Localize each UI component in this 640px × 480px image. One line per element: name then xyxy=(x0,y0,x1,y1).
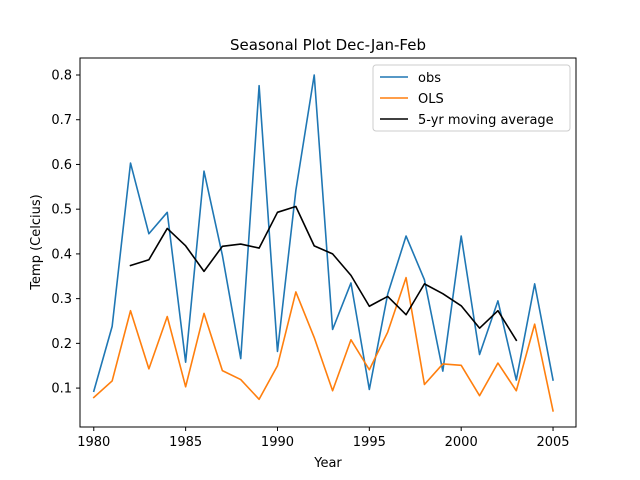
axis-ticks: 1980 1985 1990 1995 2000 2005 0.1 0.2 0.3 0.4 0.5 0… xyxy=(51,68,569,450)
y-tick-label: 0.8 xyxy=(51,68,72,83)
y-tick-label: 0.2 xyxy=(51,337,72,352)
series-line-2 xyxy=(129,205,518,342)
legend-label-1: OLS xyxy=(418,92,444,107)
x-axis-label: Year xyxy=(313,456,342,471)
x-tick-label: 1995 xyxy=(353,435,386,450)
x-tick-label: 2000 xyxy=(445,435,478,450)
axes-frame xyxy=(79,57,577,428)
x-tick-label: 1990 xyxy=(261,435,294,450)
legend-label-2: 5-yr moving average xyxy=(418,113,554,128)
plot-area xyxy=(92,74,554,412)
legend: obs OLS 5-yr moving average xyxy=(372,64,571,132)
legend-box xyxy=(372,64,571,132)
y-axis-label: Temp (Celcius) xyxy=(29,194,44,290)
y-tick-label: 0.6 xyxy=(51,158,72,173)
x-tick-label: 1985 xyxy=(169,435,202,450)
y-tick-label: 0.1 xyxy=(51,382,72,397)
y-tick-label: 0.5 xyxy=(51,203,72,218)
y-tick-label: 0.7 xyxy=(51,113,72,128)
chart-title: Seasonal Plot Dec-Jan-Feb xyxy=(230,36,426,54)
series-line-1 xyxy=(92,276,554,412)
series-line-0 xyxy=(92,74,554,393)
y-tick-label: 0.3 xyxy=(51,292,72,307)
x-tick-label: 2005 xyxy=(536,435,569,450)
legend-label-0: obs xyxy=(418,71,441,86)
y-tick-label: 0.4 xyxy=(51,247,72,262)
x-tick-label: 1980 xyxy=(77,435,110,450)
